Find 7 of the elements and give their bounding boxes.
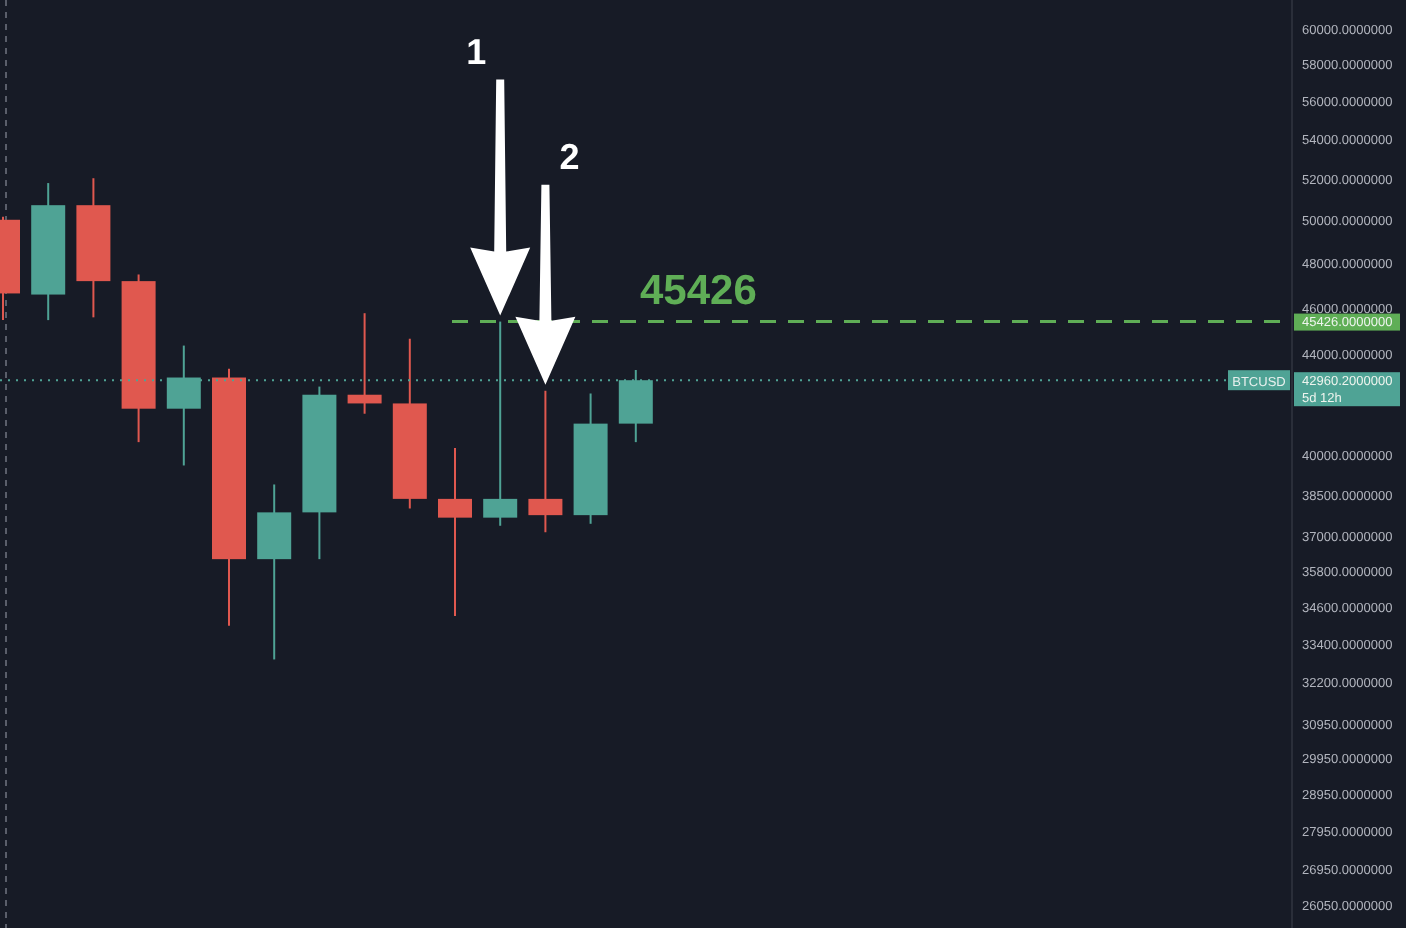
ref-line-label: 45426 (640, 267, 757, 314)
annotation: 1 (466, 31, 487, 72)
annotation: 2 (559, 136, 580, 177)
candlestick (438, 447, 472, 618)
candlestick (347, 312, 382, 415)
candlestick (528, 389, 563, 534)
candlestick (257, 483, 292, 661)
